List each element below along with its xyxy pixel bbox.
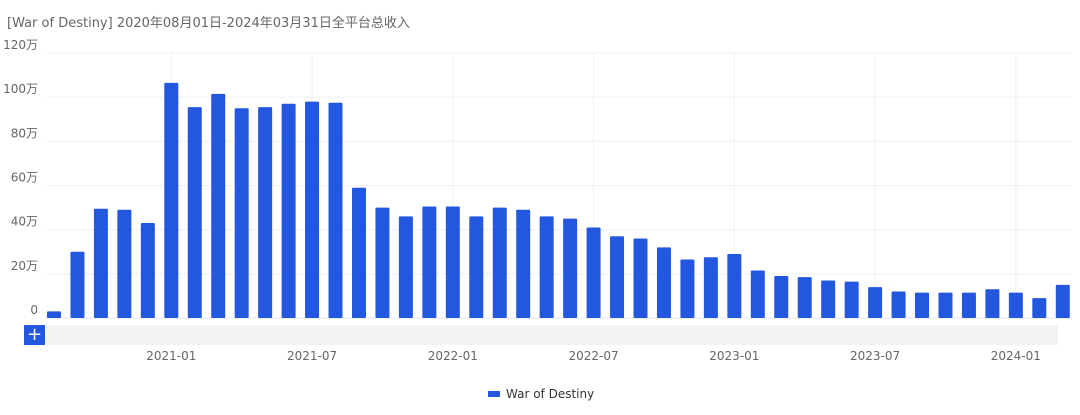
bar[interactable] (328, 102, 343, 318)
bar[interactable] (445, 206, 460, 318)
bar[interactable] (1055, 284, 1070, 318)
bar[interactable] (93, 208, 108, 318)
y-tick-label: 80万 (11, 126, 38, 140)
legend-swatch (488, 391, 500, 397)
bar[interactable] (70, 251, 85, 318)
bar[interactable] (610, 236, 625, 318)
bar[interactable] (187, 107, 202, 319)
bar[interactable] (398, 216, 413, 318)
legend[interactable]: War of Destiny (488, 387, 594, 401)
bar[interactable] (633, 238, 648, 319)
bar[interactable] (727, 253, 742, 318)
bar[interactable] (1008, 292, 1023, 318)
x-tick-label: 2023-07 (850, 349, 900, 363)
bar[interactable] (961, 292, 976, 318)
bar[interactable] (680, 259, 695, 318)
bar[interactable] (1032, 298, 1047, 318)
bar[interactable] (797, 277, 812, 318)
bar[interactable] (351, 187, 366, 318)
bar[interactable] (164, 82, 179, 318)
x-tick-label: 2022-07 (569, 349, 619, 363)
bar[interactable] (656, 247, 671, 318)
bar[interactable] (47, 311, 61, 318)
bar[interactable] (469, 216, 484, 318)
x-tick-label: 2021-01 (146, 349, 196, 363)
bar[interactable] (305, 101, 320, 318)
bar[interactable] (703, 257, 718, 318)
legend-label: War of Destiny (506, 387, 595, 401)
bar[interactable] (750, 270, 765, 318)
bar[interactable] (844, 281, 859, 318)
bar[interactable] (234, 108, 249, 318)
x-tick-label: 2023-01 (709, 349, 759, 363)
x-tick-label: 2024-01 (991, 349, 1041, 363)
bar[interactable] (821, 280, 836, 318)
bar[interactable] (258, 107, 273, 319)
bar[interactable] (117, 209, 132, 318)
data-zoom-scrollbar[interactable] (46, 325, 1058, 345)
bar[interactable] (375, 207, 390, 318)
bar[interactable] (563, 218, 578, 318)
bar[interactable] (492, 207, 507, 318)
y-tick-label: 40万 (11, 215, 38, 229)
x-tick-label: 2022-01 (428, 349, 478, 363)
zoom-plus-button[interactable]: + (24, 325, 45, 345)
y-tick-label: 60万 (11, 171, 38, 185)
bar[interactable] (586, 227, 601, 318)
y-tick-label: 20万 (11, 259, 38, 273)
bar[interactable] (868, 287, 883, 318)
bar[interactable] (539, 216, 554, 318)
y-tick-label: 100万 (3, 82, 38, 96)
x-tick-label: 2021-07 (287, 349, 337, 363)
bar[interactable] (281, 103, 296, 319)
bar[interactable] (915, 292, 930, 318)
y-tick-label: 0 (30, 303, 38, 317)
bar[interactable] (774, 276, 789, 318)
bar[interactable] (938, 292, 953, 318)
chart-title: [War of Destiny] 2020年08月01日-2024年03月31日… (7, 16, 410, 31)
bar[interactable] (516, 209, 531, 318)
bar[interactable] (140, 223, 155, 318)
y-tick-label: 120万 (3, 38, 38, 52)
bar[interactable] (891, 291, 906, 319)
bar[interactable] (422, 206, 437, 318)
bar[interactable] (211, 93, 226, 319)
bar[interactable] (985, 289, 1000, 318)
